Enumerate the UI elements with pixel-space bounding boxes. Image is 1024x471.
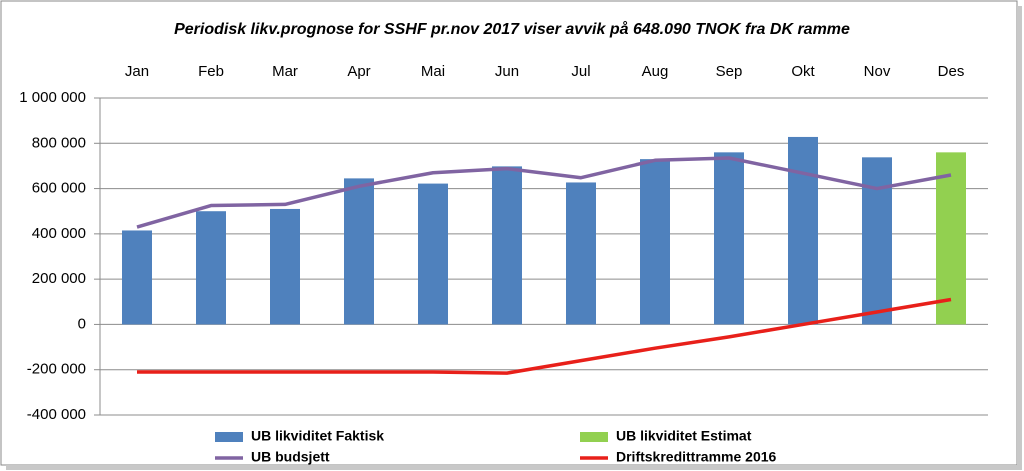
x-tick-label: Aug	[642, 63, 669, 80]
legend-label: UB likviditet Faktisk	[251, 428, 384, 444]
x-tick-label: Mar	[272, 63, 298, 80]
x-tick-label: Jun	[495, 63, 519, 80]
bar	[122, 230, 152, 325]
x-tick-label: Mai	[421, 63, 445, 80]
y-tick-label: 600 000	[32, 180, 86, 197]
y-tick-label: 200 000	[32, 270, 86, 287]
frame-shadow	[6, 465, 1022, 470]
bar	[344, 178, 374, 325]
legend-label: UB likviditet Estimat	[616, 428, 752, 444]
x-tick-label: Des	[938, 63, 965, 80]
bar	[862, 157, 892, 325]
legend-swatch	[215, 432, 243, 442]
bar	[196, 211, 226, 325]
y-tick-label: 800 000	[32, 134, 86, 151]
frame-shadow	[1017, 6, 1022, 468]
y-tick-label: 400 000	[32, 225, 86, 242]
y-tick-label: 0	[78, 315, 86, 332]
bar	[418, 183, 448, 325]
bar	[270, 208, 300, 325]
legend-label: Driftskredittramme 2016	[616, 449, 777, 465]
y-tick-label: 1 000 000	[19, 89, 86, 106]
x-tick-label: Sep	[716, 63, 743, 80]
line	[136, 156, 952, 229]
bar	[640, 159, 670, 325]
y-tick-label: -200 000	[27, 361, 86, 378]
x-tick-label: Feb	[198, 63, 224, 80]
legend-swatch	[580, 432, 608, 442]
bar	[566, 182, 596, 325]
line	[137, 297, 952, 375]
bar	[714, 152, 744, 325]
x-tick-label: Nov	[864, 63, 891, 80]
bar	[936, 152, 966, 325]
x-tick-label: Jan	[125, 63, 149, 80]
y-tick-label: -400 000	[27, 406, 86, 423]
x-tick-label: Jul	[571, 63, 590, 80]
x-tick-label: Apr	[347, 63, 370, 80]
bar	[492, 166, 522, 325]
chart-title: Periodisk likv.prognose for SSHF pr.nov …	[174, 20, 850, 38]
legend-label: UB budsjett	[251, 449, 330, 465]
x-tick-label: Okt	[791, 63, 815, 80]
bar	[788, 136, 818, 325]
